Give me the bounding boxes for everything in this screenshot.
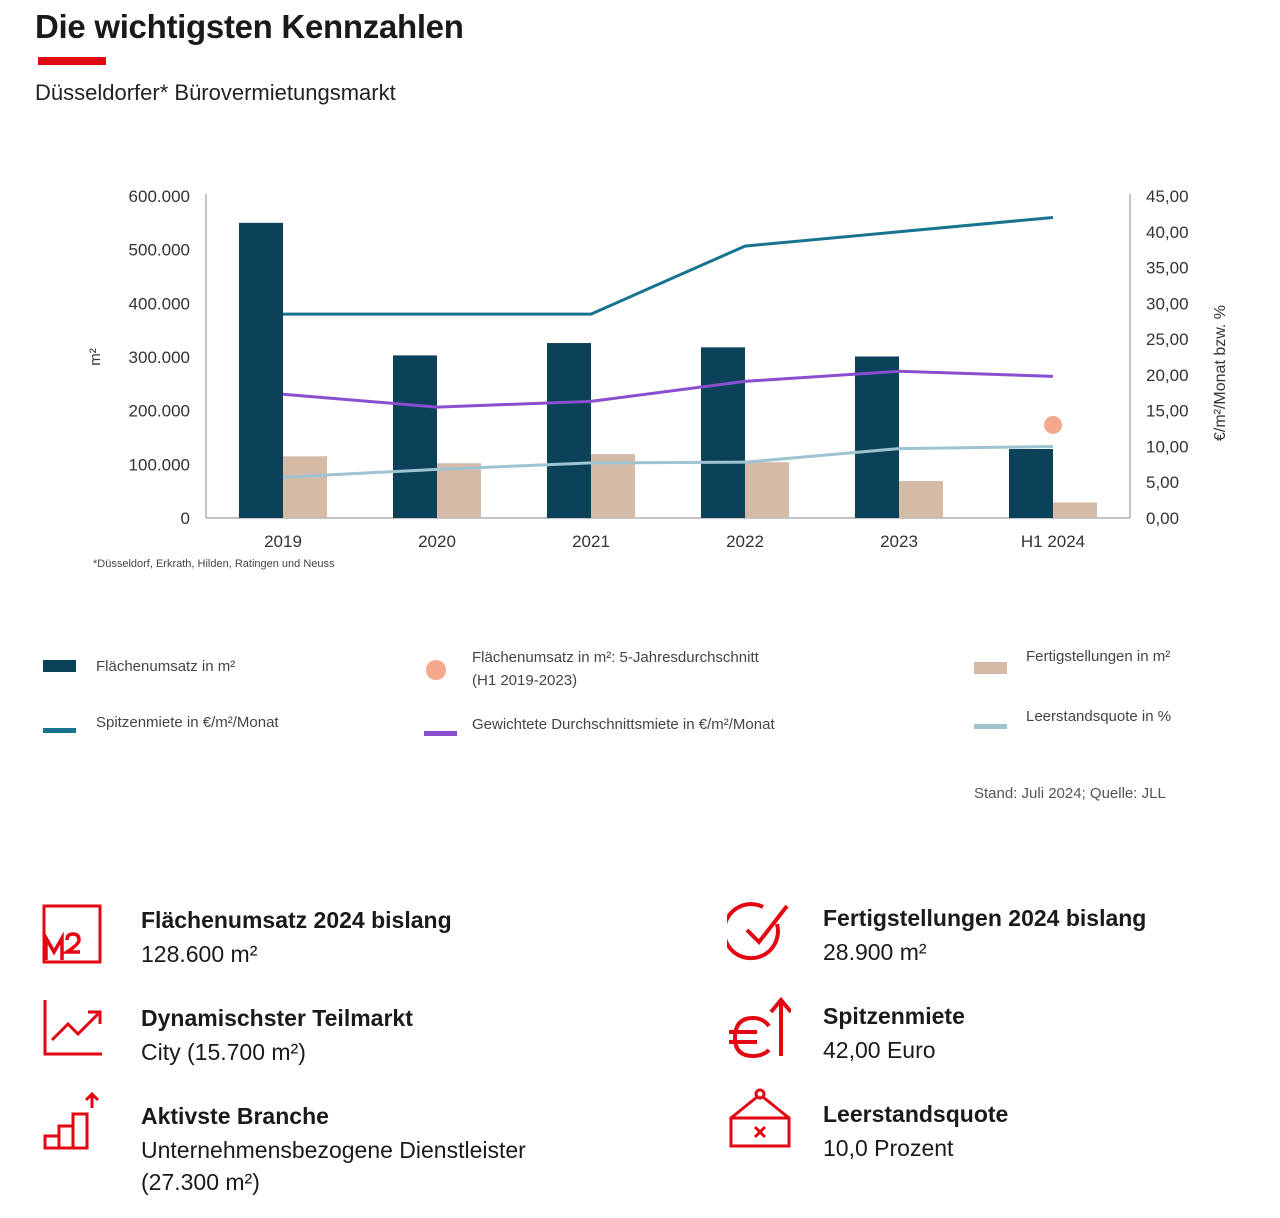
kpi-value: Unternehmensbezogene Dienstleister (27.3… <box>141 1137 526 1195</box>
kpi-title: Aktivste Branche <box>141 1103 329 1129</box>
page-title: Die wichtigsten Kennzahlen <box>35 8 464 45</box>
line-leerstand <box>282 444 1054 479</box>
point-durchschnitt <box>1044 415 1062 434</box>
vacancy-sign-icon <box>729 1088 791 1148</box>
bar-flaechenumsatz <box>701 347 745 518</box>
euro-up-icon <box>729 996 791 1059</box>
legend-swatch-flaechenumsatz <box>43 660 76 672</box>
bar-fertigstellungen <box>899 480 943 518</box>
legend-swatch-spitzenmiete <box>43 728 76 733</box>
y2-tick-label: 0,00 <box>1146 509 1179 528</box>
y-tick-label: 200.000 <box>129 402 190 421</box>
y2-tick-label: 20,00 <box>1146 366 1189 385</box>
bar-fertigstellungen <box>745 462 789 518</box>
line-spitzenmiete <box>283 215 1054 316</box>
legend-label-fertigstellungen: Fertigstellungen in m² <box>1026 648 1171 665</box>
bar-steps-icon <box>43 1091 100 1150</box>
bar-fertigstellungen <box>591 454 635 518</box>
source-note: Stand: Juli 2024; Quelle: JLL <box>974 785 1166 802</box>
kpi-title: Leerstandsquote <box>823 1101 1009 1127</box>
y2-tick-label: 35,00 <box>1146 259 1189 278</box>
legend-label-durchschnitt-2: (H1 2019-2023) <box>472 672 578 689</box>
line-gewichtet <box>282 369 1054 409</box>
x-tick-label: 2023 <box>880 532 918 551</box>
kpi-value: City (15.700 m²) <box>141 1039 306 1065</box>
bar-flaechenumsatz <box>855 356 899 518</box>
bar-flaechenumsatz <box>1009 448 1053 518</box>
chart: 0 100.000 200.000 300.000 400.000 500.000 600.… <box>87 187 1229 551</box>
bar-flaechenumsatz <box>393 355 437 518</box>
y2-tick-label: 45,00 <box>1146 187 1189 206</box>
y-tick-label: 0 <box>181 509 190 528</box>
kpi-value: 28.900 m² <box>823 939 927 965</box>
chart-footnote: *Düsseldorf, Erkrath, Hilden, Ratingen u… <box>93 558 335 570</box>
title-underline <box>38 57 106 65</box>
x-tick-label: 2021 <box>572 532 610 551</box>
legend-swatch-leerstand <box>974 724 1007 729</box>
y2-tick-label: 5,00 <box>1146 473 1179 492</box>
y2-tick-label: 40,00 <box>1146 223 1189 242</box>
legend-label-spitzenmiete: Spitzenmiete in €/m²/Monat <box>96 714 279 731</box>
kpi-title: Flächenumsatz 2024 bislang <box>141 907 452 933</box>
legend-label-durchschnitt-1: Flächenumsatz in m²: 5-Jahresdurchschnit… <box>472 649 759 666</box>
kpi-title: Fertigstellungen 2024 bislang <box>823 905 1147 931</box>
bar-fertigstellungen <box>283 456 327 518</box>
y-tick-label: 300.000 <box>129 348 190 367</box>
x-tick-label: H1 2024 <box>1021 532 1085 551</box>
legend-swatch-durchschnitt <box>426 660 446 680</box>
y-tick-label: 100.000 <box>129 455 190 474</box>
checkmark-circle-icon <box>727 902 789 961</box>
kpi-value: 128.600 m² <box>141 941 258 967</box>
kpi-value: 10,0 Prozent <box>823 1135 954 1161</box>
kpi-title: Dynamischster Teilmarkt <box>141 1005 413 1031</box>
kpi-title: Spitzenmiete <box>823 1003 965 1029</box>
x-tick-label: 2020 <box>418 532 456 551</box>
bar-fertigstellungen <box>1053 502 1097 518</box>
y2-tick-label: 10,00 <box>1146 437 1189 456</box>
y2-axis-label: €/m²/Monat bzw. % <box>1212 305 1229 441</box>
bar-flaechenumsatz <box>547 343 591 518</box>
y2-tick-label: 25,00 <box>1146 330 1189 349</box>
y-tick-label: 600.000 <box>129 187 190 206</box>
y-tick-label: 500.000 <box>129 241 190 260</box>
legend-swatch-gewichtet <box>424 731 457 736</box>
legend-label-leerstand: Leerstandsquote in % <box>1026 708 1172 725</box>
bar-flaechenumsatz <box>239 222 283 519</box>
kpi-value: 42,00 Euro <box>823 1037 936 1063</box>
x-tick-label: 2022 <box>726 532 764 551</box>
legend-label-gewichtet: Gewichtete Durchschnittsmiete in €/m²/Mo… <box>472 716 775 733</box>
page-subtitle: Düsseldorfer* Bürovermietungsmarkt <box>35 80 396 105</box>
y-axis-label: m² <box>87 348 104 366</box>
y2-tick-label: 30,00 <box>1146 294 1189 313</box>
legend-label-flaechenumsatz: Flächenumsatz in m² <box>96 658 236 675</box>
x-tick-label: 2019 <box>264 532 302 551</box>
y2-tick-label: 15,00 <box>1146 402 1189 421</box>
y-tick-label: 400.000 <box>129 294 190 313</box>
bar-fertigstellungen <box>437 463 481 518</box>
legend-swatch-fertigstellungen <box>974 662 1007 674</box>
chart-up-icon <box>43 1000 102 1056</box>
m2-icon <box>42 904 102 964</box>
